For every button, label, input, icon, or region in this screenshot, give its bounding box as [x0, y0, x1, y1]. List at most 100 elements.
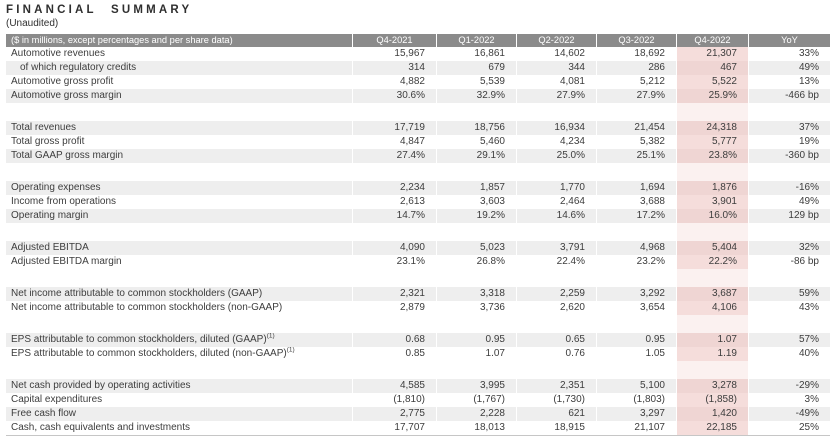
section-gap [6, 223, 830, 241]
gap-cell [596, 223, 676, 241]
row-label-text: Total GAAP gross margin [11, 150, 124, 161]
value-cell: (1,858) [676, 393, 748, 407]
gap-cell [516, 269, 596, 287]
row-label-text: Net cash provided by operating activitie… [11, 380, 191, 391]
value-cell: 4,090 [352, 241, 436, 255]
table-row: Automotive gross profit 4,882 5,539 4,081 5,… [6, 75, 830, 89]
value-cell: 21,307 [676, 47, 748, 61]
value-cell: 5,382 [596, 135, 676, 149]
gap-spacer [6, 361, 352, 379]
table-row: EPS attributable to common stockholders,… [6, 347, 830, 361]
column-header-q1-2022: Q1-2022 [436, 34, 516, 47]
value-cell: 1.07 [436, 347, 516, 361]
row-label-text: Operating expenses [11, 182, 101, 193]
value-cell: 3,292 [596, 287, 676, 301]
yoy-cell: 57% [748, 333, 830, 347]
value-cell: 17.2% [596, 209, 676, 223]
gap-cell [676, 103, 748, 121]
value-cell: 0.95 [596, 333, 676, 347]
table-row: Cash, cash equivalents and investments 17… [6, 421, 830, 435]
value-cell: 14.7% [352, 209, 436, 223]
value-cell: 1.19 [676, 347, 748, 361]
table-row: Automotive gross margin 30.6% 32.9% 27.9% 27… [6, 89, 830, 103]
table-row: Total GAAP gross margin 27.4% 29.1% 25.0% 25… [6, 149, 830, 163]
yoy-cell: 19% [748, 135, 830, 149]
table-row: Total revenues 17,719 18,756 16,934 21,454 24… [6, 121, 830, 135]
row-label-text: EPS attributable to common stockholders,… [11, 348, 287, 359]
row-label: Capital expenditures [6, 393, 352, 407]
value-cell: 22.4% [516, 255, 596, 269]
value-cell: 4,968 [596, 241, 676, 255]
yoy-cell: 129 bp [748, 209, 830, 223]
value-cell: 2,464 [516, 195, 596, 209]
table-row: Free cash flow 2,775 2,228 621 3,297 1,420 -49… [6, 407, 830, 421]
gap-cell [676, 163, 748, 181]
value-cell: 4,234 [516, 135, 596, 149]
row-label: Adjusted EBITDA margin [6, 255, 352, 269]
row-label: Cash, cash equivalents and investments [6, 421, 352, 435]
value-cell: 3,688 [596, 195, 676, 209]
yoy-cell: 25% [748, 421, 830, 435]
value-cell: 21,107 [596, 421, 676, 435]
gap-spacer [6, 163, 352, 181]
value-cell: (1,810) [352, 393, 436, 407]
value-cell: 4,585 [352, 379, 436, 393]
value-cell: 17,707 [352, 421, 436, 435]
value-cell: 3,995 [436, 379, 516, 393]
value-cell: 3,278 [676, 379, 748, 393]
yoy-cell: -466 bp [748, 89, 830, 103]
section-gap [6, 163, 830, 181]
gap-cell [748, 163, 830, 181]
value-cell: 30.6% [352, 89, 436, 103]
value-cell: 621 [516, 407, 596, 421]
yoy-cell: 40% [748, 347, 830, 361]
row-label-text: Net income attributable to common stockh… [11, 288, 263, 299]
row-label-text: Adjusted EBITDA margin [11, 256, 122, 267]
gap-cell [748, 315, 830, 333]
yoy-cell: 59% [748, 287, 830, 301]
gap-cell [352, 223, 436, 241]
section-gap [6, 315, 830, 333]
value-cell: 18,756 [436, 121, 516, 135]
row-label: Total gross profit [6, 135, 352, 149]
row-label-text: Automotive revenues [11, 48, 105, 59]
gap-cell [596, 103, 676, 121]
value-cell: 467 [676, 61, 748, 75]
value-cell: 3,654 [596, 301, 676, 315]
yoy-cell: 3% [748, 393, 830, 407]
value-cell: 3,791 [516, 241, 596, 255]
value-cell: 14.6% [516, 209, 596, 223]
value-cell: 1.05 [596, 347, 676, 361]
value-cell: 5,460 [436, 135, 516, 149]
row-label: Operating expenses [6, 181, 352, 195]
gap-cell [676, 361, 748, 379]
value-cell: 2,234 [352, 181, 436, 195]
column-header-q2-2022: Q2-2022 [516, 34, 596, 47]
gap-cell [436, 269, 516, 287]
value-cell: 679 [436, 61, 516, 75]
table-row: Operating expenses 2,234 1,857 1,770 1,694 1,… [6, 181, 830, 195]
table-header-row: ($ in millions, except percentages and p… [6, 34, 830, 47]
table-row: Net income attributable to common stockh… [6, 301, 830, 315]
table-row: Capital expenditures (1,810) (1,767) (1,730… [6, 393, 830, 407]
value-cell: 1,857 [436, 181, 516, 195]
table-row: Adjusted EBITDA 4,090 5,023 3,791 4,968 5,404… [6, 241, 830, 255]
gap-cell [352, 361, 436, 379]
gap-cell [436, 223, 516, 241]
value-cell: 16,861 [436, 47, 516, 61]
gap-cell [352, 315, 436, 333]
value-cell: 4,882 [352, 75, 436, 89]
value-cell: 0.95 [436, 333, 516, 347]
column-header-q4-2022: Q4-2022 [676, 34, 748, 47]
value-cell: 0.68 [352, 333, 436, 347]
row-label: Adjusted EBITDA [6, 241, 352, 255]
row-label: Operating margin [6, 209, 352, 223]
row-label-text: Cash, cash equivalents and investments [11, 422, 190, 433]
value-cell: 1,694 [596, 181, 676, 195]
value-cell: 286 [596, 61, 676, 75]
gap-cell [748, 269, 830, 287]
gap-cell [516, 315, 596, 333]
value-cell: 4,847 [352, 135, 436, 149]
row-label: Total GAAP gross margin [6, 149, 352, 163]
row-label: Total revenues [6, 121, 352, 135]
